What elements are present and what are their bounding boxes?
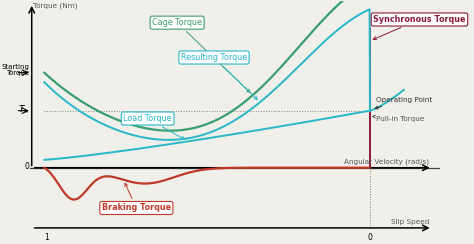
Text: Starting: Starting (1, 64, 29, 70)
Text: 0: 0 (24, 162, 29, 171)
Text: 0: 0 (367, 234, 372, 243)
Text: Cage Torque: Cage Torque (152, 18, 250, 92)
Text: Angular Velocity (rad/s): Angular Velocity (rad/s) (344, 158, 429, 165)
Text: 1: 1 (44, 234, 48, 243)
Text: Torque (Nm): Torque (Nm) (33, 3, 77, 10)
Text: Operating Point: Operating Point (375, 97, 432, 109)
Text: Torque: Torque (6, 71, 29, 76)
Text: Load Torque: Load Torque (123, 114, 185, 140)
Text: $T_n$: $T_n$ (18, 104, 29, 116)
Text: Braking Torque: Braking Torque (102, 183, 171, 213)
Text: Synchronous Torque: Synchronous Torque (373, 15, 466, 40)
Text: Slip Speed: Slip Speed (391, 219, 429, 225)
Text: Resulting Torque: Resulting Torque (181, 53, 257, 100)
Text: Pull-in Torque: Pull-in Torque (373, 115, 425, 122)
